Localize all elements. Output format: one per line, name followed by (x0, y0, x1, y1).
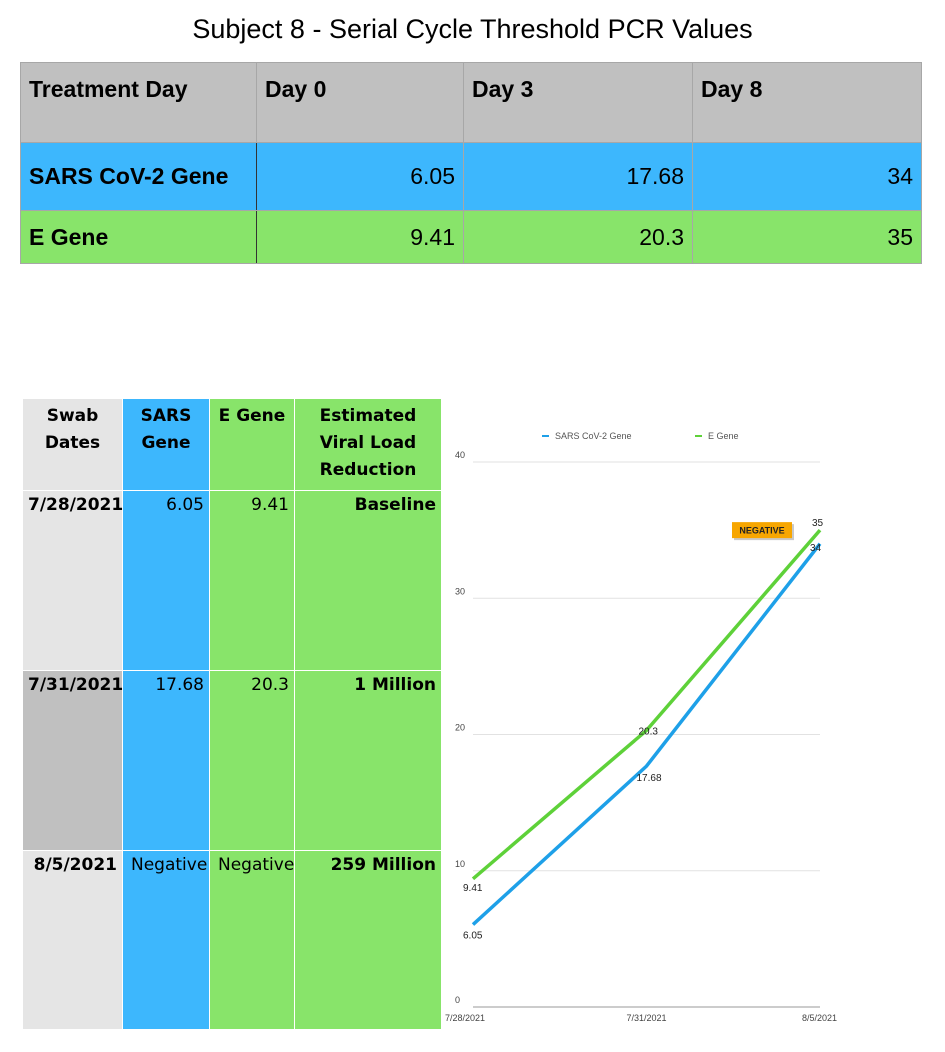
row-label: SARS CoV-2 Gene (20, 142, 257, 211)
egene-value: 9.41 (209, 490, 295, 671)
header-cell: Swab Dates (22, 398, 123, 491)
series-line (471, 528, 822, 881)
header-cell: Treatment Day (20, 62, 257, 143)
y-tick-label: 20 (455, 723, 465, 733)
table-row: 7/31/2021 17.68 20.3 1 Million (22, 670, 442, 851)
table-row: 7/28/2021 6.05 9.41 Baseline (22, 490, 442, 671)
legend-entry: E Gene (708, 431, 739, 441)
y-tick-label: 40 (455, 450, 465, 460)
swab-date: 8/5/2021 (22, 850, 123, 1030)
data-label: 17.68 (637, 773, 662, 784)
legend-entry: SARS CoV-2 Gene (555, 431, 632, 441)
egene-value: 20.3 (209, 670, 295, 851)
page-title: Subject 8 - Serial Cycle Threshold PCR V… (192, 14, 753, 44)
annotation-label: NEGATIVE (739, 526, 784, 536)
header-cell: Day 0 (256, 62, 464, 143)
table-row: E Gene 9.41 20.3 35 (20, 210, 922, 264)
reduction-value: 259 Million (294, 850, 442, 1030)
egene-value: Negative (209, 850, 295, 1030)
row-label: E Gene (20, 210, 257, 264)
series-line (471, 542, 822, 926)
swab-table: Swab Dates SARS Gene E Gene Estimated Vi… (22, 398, 442, 1030)
table-cell: 34 (692, 142, 922, 211)
sars-value: Negative (122, 850, 210, 1030)
data-label: 34 (810, 543, 822, 554)
header-cell: SARS Gene (122, 398, 210, 491)
data-label: 9.41 (463, 883, 483, 894)
data-label: 35 (812, 518, 824, 529)
annotation-badge (732, 522, 792, 539)
swab-date: 7/28/2021 (22, 490, 123, 671)
header-cell: E Gene (209, 398, 295, 491)
table-cell: 20.3 (463, 210, 693, 264)
x-tick-label: 7/31/2021 (626, 1013, 666, 1023)
table-cell: 9.41 (256, 210, 464, 264)
table-cell: 6.05 (256, 142, 464, 211)
line-chart: 0 10 20 30 40 7/28/2021 7/31/2021 8/5/2021 SARS … (445, 431, 837, 1023)
swab-date: 7/31/2021 (22, 670, 123, 851)
sars-value: 6.05 (122, 490, 210, 671)
x-tick-label: 8/5/2021 (802, 1013, 837, 1023)
y-tick-label: 10 (455, 859, 465, 869)
table-cell: 17.68 (463, 142, 693, 211)
reduction-value: Baseline (294, 490, 442, 671)
y-tick-label: 0 (455, 995, 460, 1005)
header-cell: Day 3 (463, 62, 693, 143)
y-tick-label: 30 (455, 586, 465, 596)
data-label: 20.3 (639, 726, 659, 737)
summary-table: Treatment Day Day 0 Day 3 Day 8 SARS CoV… (20, 62, 922, 264)
x-tick-label: 7/28/2021 (445, 1013, 485, 1023)
swab-header-row: Swab Dates SARS Gene E Gene Estimated Vi… (22, 398, 442, 491)
header-cell: Day 8 (692, 62, 922, 143)
table-cell: 35 (692, 210, 922, 264)
data-label: 6.05 (463, 931, 483, 942)
header-cell: Estimated Viral Load Reduction (294, 398, 442, 491)
sars-value: 17.68 (122, 670, 210, 851)
table-row: 8/5/2021 Negative Negative 259 Million (22, 850, 442, 1030)
summary-header-row: Treatment Day Day 0 Day 3 Day 8 (20, 62, 922, 143)
table-row: SARS CoV-2 Gene 6.05 17.68 34 (20, 142, 922, 211)
reduction-value: 1 Million (294, 670, 442, 851)
